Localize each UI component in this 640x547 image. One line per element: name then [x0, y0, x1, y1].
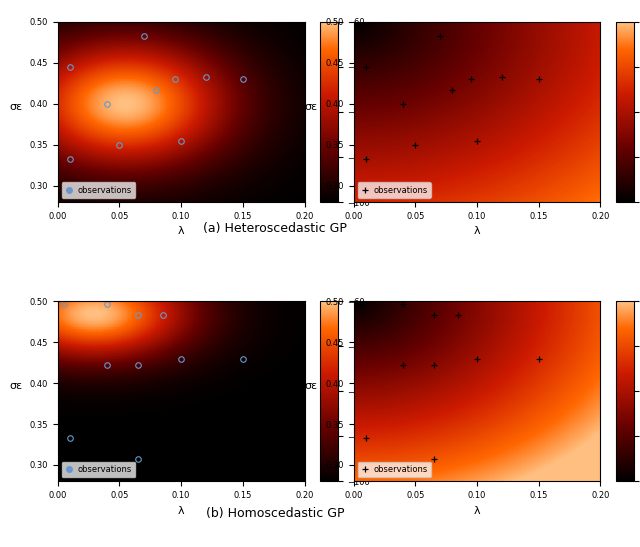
Legend: observations: observations: [62, 462, 135, 477]
X-axis label: λ: λ: [178, 226, 184, 236]
Legend: observations: observations: [62, 182, 135, 198]
X-axis label: λ: λ: [474, 505, 480, 516]
Y-axis label: σε: σε: [9, 381, 22, 391]
Legend: observations: observations: [358, 182, 431, 198]
Y-axis label: GP pred. mean: GP pred. mean: [374, 355, 384, 428]
Y-axis label: σε: σε: [9, 102, 22, 112]
X-axis label: λ: λ: [474, 226, 480, 236]
Text: (a) Heteroscedastic GP: (a) Heteroscedastic GP: [204, 222, 347, 235]
Y-axis label: σε: σε: [305, 381, 318, 391]
X-axis label: λ: λ: [178, 505, 184, 516]
Y-axis label: GP pred. mean: GP pred. mean: [374, 75, 384, 148]
Legend: observations: observations: [358, 462, 431, 477]
Text: (b) Homoscedastic GP: (b) Homoscedastic GP: [206, 507, 344, 520]
Y-axis label: σε: σε: [305, 102, 318, 112]
